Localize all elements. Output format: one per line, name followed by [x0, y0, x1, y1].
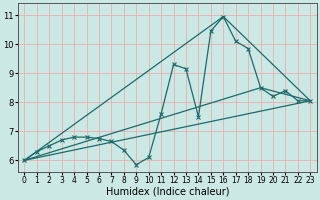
X-axis label: Humidex (Indice chaleur): Humidex (Indice chaleur)	[106, 187, 229, 197]
